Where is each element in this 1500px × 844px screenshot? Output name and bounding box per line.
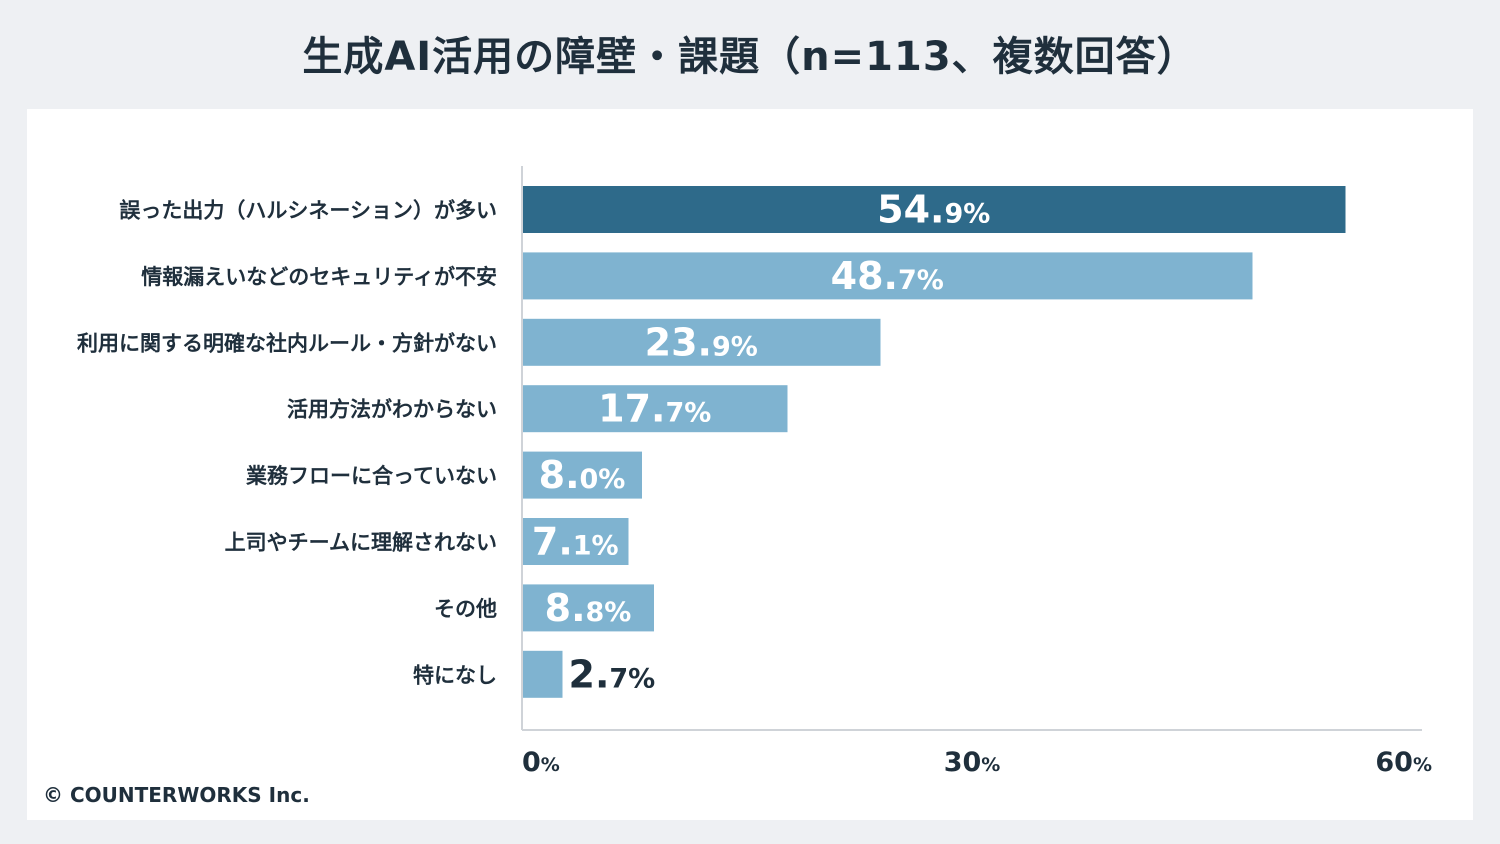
bar [523,518,629,565]
x-tick-label: 0% [522,747,560,778]
bar [523,451,642,499]
data-label: 2.7% [569,652,656,696]
bar [523,584,654,632]
category-label: 上司やチームに理解されない [225,531,497,555]
x-tick-label: 30% [944,747,1001,778]
category-label: 利用に関する明確な社内ルール・方針がない [77,331,497,355]
category-label: 活用方法がわからない [287,398,497,422]
data-label: 8.8% [545,586,632,630]
category-label: 誤った出力（ハルシネーション）が多い [119,199,497,223]
category-label: 情報漏えいなどのセキュリティが不安 [141,265,497,289]
data-label: 7.1% [532,520,619,564]
bar [523,186,1346,233]
bar [523,385,788,433]
copyright-notice: © COUNTERWORKS Inc. [43,783,310,807]
category-label: 業務フローに合っていない [246,464,497,488]
bar-chart: 誤った出力（ハルシネーション）が多い 54.9% 情報漏えいなどのセキュリティが不安… [77,166,1432,778]
data-label: 8.0% [539,453,626,497]
chart-panel: 誤った出力（ハルシネーション）が多い 54.9% 情報漏えいなどのセキュリティが不安… [27,109,1473,820]
bar [523,318,881,366]
data-label: 54.9% [877,188,990,232]
category-label: その他 [434,597,497,621]
chart-title: 生成AI活用の障壁・課題（n=113、複数回答） [302,34,1198,80]
data-label: 23.9% [645,320,758,364]
bar [523,650,563,698]
bar [523,252,1253,300]
x-tick-label: 60% [1375,747,1432,778]
data-label: 17.7% [598,387,711,431]
data-label: 48.7% [831,254,944,298]
category-label: 特になし [413,663,497,687]
